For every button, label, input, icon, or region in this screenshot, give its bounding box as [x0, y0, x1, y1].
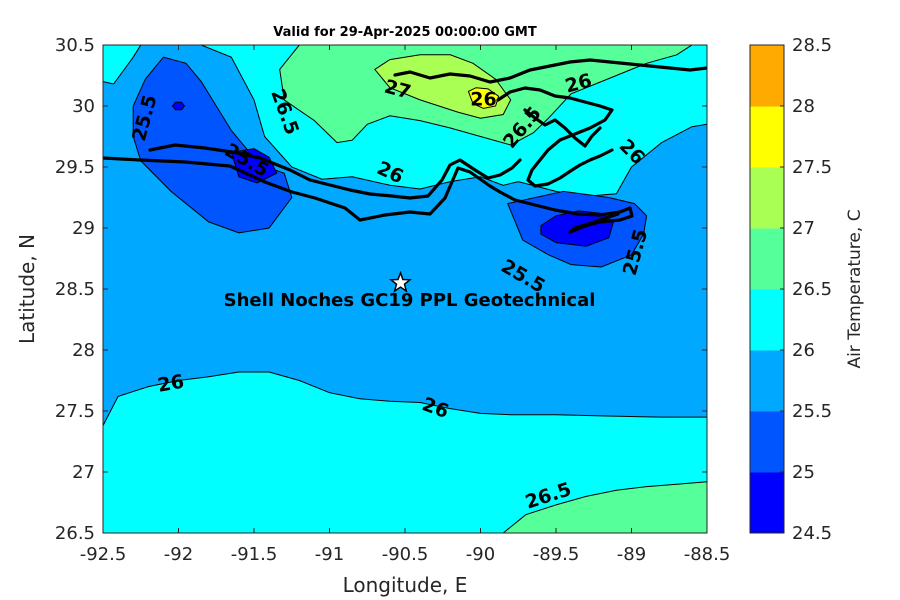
y-tick-label: 30.5 — [55, 35, 95, 56]
x-tick-label: -89.5 — [533, 544, 580, 565]
coastline-bays — [148, 143, 522, 200]
x-tick-label: -89 — [617, 544, 646, 565]
contour-region-25 — [132, 56, 293, 234]
colorbar-band — [750, 411, 784, 473]
colorbar-tick-label: 28.5 — [792, 35, 832, 56]
colorbar-title: Air Temperature, C — [845, 209, 865, 368]
colorbar-tick-label: 25 — [792, 462, 815, 483]
colorbar-band — [750, 472, 784, 534]
contour-region-24-5 — [230, 148, 278, 184]
x-axis: -92.5 -92 -91.5 -91 -90.5 -90 -89.5 -89 -88.5 — [80, 45, 731, 565]
colorbar-tick-label: 26.5 — [792, 279, 832, 300]
coastline — [103, 58, 707, 234]
colorbar-tick-label: 24.5 — [792, 523, 832, 544]
colorbar-band — [750, 350, 784, 412]
contour-region-26 — [103, 371, 707, 533]
coastline-main — [103, 156, 634, 234]
colorbar-tick-label: 25.5 — [792, 401, 832, 422]
x-tick-label: -92 — [164, 544, 193, 565]
colorbar-tick-label: 26 — [792, 340, 815, 361]
x-tick-label: -90.5 — [382, 544, 429, 565]
colorbar-band — [750, 167, 784, 229]
y-tick-label: 26.5 — [55, 523, 95, 544]
contour-region-24-5 — [171, 101, 186, 111]
contour-fills — [103, 45, 707, 533]
plot-title: Valid for 29-Apr-2025 00:00:00 GMT — [273, 25, 537, 40]
colorbar-ticks: 24.5 25 25.5 26 26.5 27 27.5 28 28.5 — [780, 35, 832, 544]
x-tick-label: -88.5 — [684, 544, 731, 565]
coastline-north — [393, 58, 707, 84]
colorbar-band — [750, 228, 784, 290]
colorbar: 24.5 25 25.5 26 26.5 27 27.5 28 28.5 Air Tempera… — [749, 35, 865, 544]
contour-label: 26 — [470, 88, 496, 110]
coastline-islands — [523, 108, 602, 148]
colorbar-band — [750, 289, 784, 351]
x-tick-label: -91 — [315, 544, 344, 565]
contour-region-26-5 — [502, 481, 707, 533]
site-annotation: Shell Noches GC19 PPL Geotechnical — [224, 290, 596, 311]
y-tick-label: 29 — [72, 218, 95, 239]
y-tick-label: 29.5 — [55, 157, 95, 178]
y-axis: 26.5 27 27.5 28 28.5 29 29.5 30 30.5 — [55, 35, 707, 544]
site-marker-star — [388, 270, 413, 293]
colorbar-band — [750, 106, 784, 168]
y-tick-label: 28.5 — [55, 279, 95, 300]
x-axis-title: Longitude, E — [343, 573, 468, 597]
y-tick-label: 27 — [72, 462, 95, 483]
contour-region-26 — [103, 45, 142, 85]
contour-label: 26 — [156, 371, 186, 397]
y-tick-label: 27.5 — [55, 401, 95, 422]
x-tick-label: -92.5 — [80, 544, 127, 565]
colorbar-tick-label: 27.5 — [792, 157, 832, 178]
y-tick-label: 30 — [72, 96, 95, 117]
x-tick-label: -91.5 — [231, 544, 278, 565]
x-tick-label: -90 — [466, 544, 495, 565]
colorbar-tick-label: 27 — [792, 218, 815, 239]
colorbar-tick-label: 28 — [792, 96, 815, 117]
y-tick-label: 28 — [72, 340, 95, 361]
colorbar-bands — [750, 45, 784, 534]
colorbar-band — [750, 45, 784, 107]
coastline-delta — [496, 86, 614, 188]
y-axis-title: Latitude, N — [15, 234, 39, 344]
